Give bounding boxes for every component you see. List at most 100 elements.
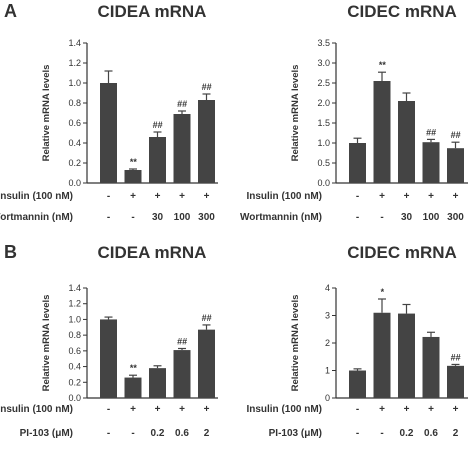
- bar: [149, 368, 166, 398]
- significance-label: **: [378, 60, 386, 70]
- condition-value: 2: [204, 428, 210, 439]
- y-tick-label: 3.0: [317, 58, 330, 68]
- condition-value: -: [107, 212, 110, 223]
- condition-label: Insulin (100 nM): [0, 191, 73, 202]
- bar: [447, 148, 464, 183]
- y-tick-label: 1.2: [68, 299, 81, 309]
- chart-3: CIDEA mRNA Relative mRNA levels 0.0 0.2 0.4 0…: [0, 243, 218, 439]
- condition-value: -: [380, 428, 383, 439]
- bar: [422, 336, 440, 398]
- condition-value: +: [428, 404, 434, 415]
- y-tick-label: 1.5: [317, 118, 330, 128]
- condition-label: PI-103 (μM): [269, 428, 322, 439]
- condition-value: 300: [198, 212, 215, 223]
- y-tick-label: 1: [325, 366, 330, 376]
- condition-value: +: [428, 191, 434, 202]
- condition-value: +: [453, 191, 459, 202]
- bar: [422, 142, 440, 183]
- condition-label: PI-103 (μM): [20, 428, 73, 439]
- y-tick-label: 0.8: [68, 330, 81, 340]
- condition-value: 0.6: [175, 428, 189, 439]
- condition-value: +: [379, 404, 385, 415]
- condition-value: +: [204, 191, 210, 202]
- bar: [100, 319, 117, 398]
- y-tick-label: 0.0: [317, 178, 330, 188]
- chart-4: CIDEC mRNA Relative mRNA levels 0 1 2 3 4 - - * + -…: [246, 243, 468, 439]
- condition-value: +: [179, 191, 185, 202]
- y-tick-label: 0.0: [68, 393, 81, 403]
- condition-value: -: [107, 428, 110, 439]
- condition-value: 0.2: [151, 428, 165, 439]
- condition-value: -: [131, 212, 134, 223]
- y-tick-label: 1.4: [68, 283, 81, 293]
- condition-value: 2: [453, 428, 459, 439]
- significance-label: ##: [450, 130, 460, 140]
- y-tick-label: 2.5: [317, 78, 330, 88]
- significance-label: **: [129, 157, 137, 167]
- significance-label: ##: [152, 120, 162, 130]
- significance-label: ##: [177, 99, 187, 109]
- y-tick-label: 1.2: [68, 58, 81, 68]
- condition-label: Insulin (100 nM): [246, 404, 322, 415]
- condition-value: 0.2: [400, 428, 414, 439]
- y-tick-label: 0.4: [68, 138, 81, 148]
- y-tick-label: 3.5: [317, 38, 330, 48]
- chart-title: CIDEC mRNA: [347, 2, 457, 21]
- y-tick-label: 1.0: [68, 78, 81, 88]
- condition-value: -: [356, 191, 359, 202]
- chart-1: CIDEA mRNA Relative mRNA levels 0.0 0.2 0.4 0…: [0, 2, 218, 223]
- y-axis-label: Relative mRNA levels: [41, 295, 52, 392]
- condition-value: +: [130, 191, 136, 202]
- significance-label: *: [380, 287, 384, 297]
- condition-value: +: [204, 404, 210, 415]
- condition-value: -: [356, 212, 359, 223]
- bar: [447, 365, 464, 398]
- condition-value: 30: [401, 212, 413, 223]
- chart-2: CIDEC mRNA Relative mRNA levels 0.0 0.5 1.0 1…: [240, 2, 468, 223]
- condition-value: -: [131, 428, 134, 439]
- condition-label: Wortmannin (nM): [240, 212, 322, 223]
- y-tick-label: 1.0: [68, 314, 81, 324]
- y-axis-label: Relative mRNA levels: [290, 65, 301, 162]
- y-tick-label: 0.0: [68, 178, 81, 188]
- bar: [100, 83, 117, 183]
- bar: [373, 312, 391, 398]
- bar: [349, 143, 366, 183]
- charts-layer: CIDEA mRNA Relative mRNA levels 0.0 0.2 0.4 0…: [0, 2, 468, 439]
- condition-value: -: [380, 212, 383, 223]
- significance-label: ##: [201, 313, 211, 323]
- y-tick-label: 0.8: [68, 98, 81, 108]
- condition-label: Insulin (100 nM): [246, 191, 322, 202]
- condition-value: 30: [152, 212, 164, 223]
- chart-title: CIDEC mRNA: [347, 243, 457, 262]
- y-axis-label: Relative mRNA levels: [41, 65, 52, 162]
- y-axis-label: Relative mRNA levels: [290, 295, 301, 392]
- condition-value: 0.6: [424, 428, 438, 439]
- condition-value: 100: [174, 212, 191, 223]
- y-tick-label: 0.2: [68, 377, 81, 387]
- condition-value: -: [356, 428, 359, 439]
- bar: [173, 114, 191, 183]
- condition-value: -: [107, 191, 110, 202]
- chart-title: CIDEA mRNA: [98, 243, 207, 262]
- bar: [124, 377, 142, 398]
- panel-letter-a: A: [4, 1, 17, 21]
- panel-letter-b: B: [4, 242, 17, 262]
- significance-label: ##: [450, 352, 460, 362]
- condition-value: -: [356, 404, 359, 415]
- condition-value: 100: [423, 212, 440, 223]
- y-tick-label: 1.4: [68, 38, 81, 48]
- y-tick-label: 1.0: [317, 138, 330, 148]
- y-tick-label: 0.6: [68, 346, 81, 356]
- condition-label: Insulin (100 nM): [0, 404, 73, 415]
- significance-label: ##: [426, 127, 436, 137]
- bar: [198, 100, 215, 183]
- chart-title: CIDEA mRNA: [98, 2, 207, 21]
- y-tick-label: 0.2: [68, 158, 81, 168]
- significance-label: ##: [177, 337, 187, 347]
- y-tick-label: 0: [325, 393, 330, 403]
- y-tick-label: 2: [325, 338, 330, 348]
- y-tick-label: 3: [325, 311, 330, 321]
- bar: [173, 350, 191, 398]
